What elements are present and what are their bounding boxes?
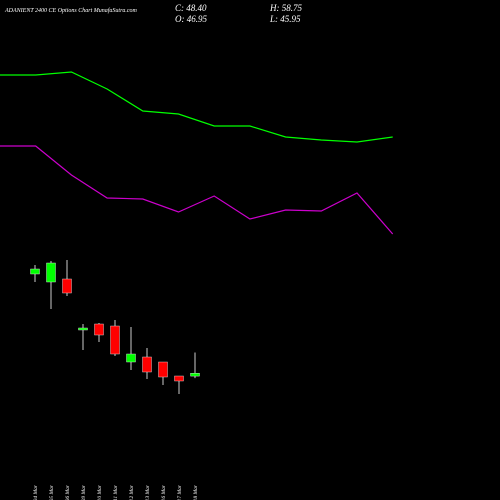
candle-body bbox=[62, 278, 72, 294]
x-tick-label: 11 Mar bbox=[113, 484, 119, 500]
line-series bbox=[0, 71, 393, 143]
candle-body bbox=[46, 262, 56, 283]
x-tick-label: 05 Mar bbox=[49, 484, 55, 500]
line-series bbox=[0, 145, 394, 235]
x-tick-label: 06 Mar bbox=[65, 484, 71, 500]
x-tick-label: 10 Mar bbox=[97, 484, 103, 500]
x-tick-label: 17 Mar bbox=[177, 484, 183, 500]
candle-body bbox=[78, 327, 88, 331]
candle-body bbox=[30, 268, 40, 275]
high-label: H: 58.75 bbox=[269, 3, 302, 13]
close-label: C: 48.40 bbox=[175, 3, 207, 13]
candle-body bbox=[174, 375, 184, 382]
x-tick-label: 12 Mar bbox=[129, 484, 135, 500]
candle-body bbox=[158, 361, 168, 378]
x-tick-label: 04 Mar bbox=[32, 484, 39, 500]
candle-body bbox=[94, 323, 104, 336]
candle-body bbox=[110, 325, 120, 355]
x-tick-label: 13 Mar bbox=[145, 484, 151, 500]
open-label: O: 46.95 bbox=[175, 14, 207, 24]
candle-body bbox=[142, 356, 152, 373]
x-tick-label: 09 Mar bbox=[81, 484, 87, 500]
x-tick-label: 18 Mar bbox=[193, 484, 199, 500]
chart-title: ADANIENT 2400 CE Options Chart MunafaSut… bbox=[4, 7, 138, 14]
low-label: L: 45.95 bbox=[269, 14, 301, 24]
candle-body bbox=[190, 373, 200, 377]
candle-body bbox=[126, 353, 136, 363]
x-tick-label: 16 Mar bbox=[161, 484, 167, 500]
